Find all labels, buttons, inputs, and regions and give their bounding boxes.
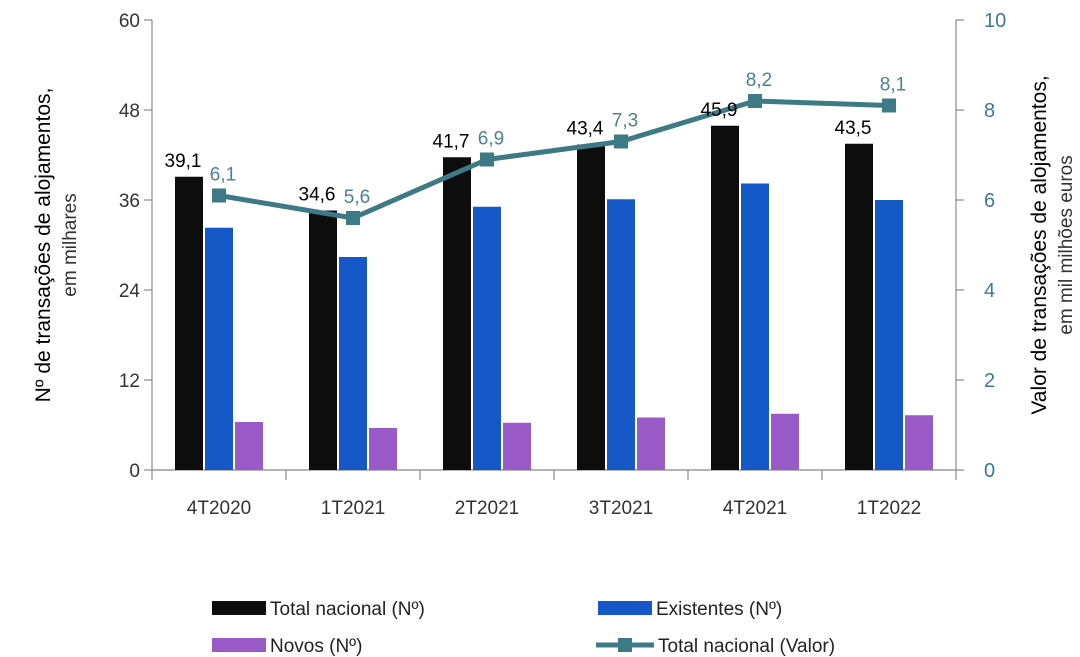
legend-swatch-valor-marker [618,638,632,652]
legend: Total nacional (Nº) Existentes (Nº) Novo… [212,599,835,657]
data-label-total: 43,5 [835,118,872,139]
legend-swatch-novos [212,638,266,652]
bar-existentes [741,183,769,470]
bar-novos [503,422,531,470]
data-label-valor: 8,2 [746,70,772,91]
y-right-tick-label: 0 [984,460,995,482]
data-labels: 39,1 34,6 41,7 43,4 45,9 43,5 6,1 5,6 6,9 7,3 8,2 8… [165,70,907,208]
bar-novos [771,413,799,470]
x-category-label: 1T2022 [857,498,921,519]
bars [175,125,933,470]
y-left-tick-label: 48 [119,101,140,122]
y-right-tick-label: 2 [984,370,995,392]
data-label-valor: 6,9 [478,129,504,150]
legend-label-existentes: Existentes (Nº) [656,599,782,620]
bar-novos [235,422,263,470]
bar-novos [905,415,933,470]
y-left-tick-label: 24 [119,281,141,302]
x-category-label: 3T2021 [589,498,653,519]
value-line-marker [212,188,226,203]
bar-existentes [339,257,367,470]
value-line-marker [614,134,628,149]
bar-total [443,157,471,470]
bar-existentes [875,200,903,470]
y-right-axis-subtitle: em mil milhões euros [1056,155,1077,335]
data-label-total: 41,7 [433,131,470,152]
x-category-label: 4T2020 [187,498,251,519]
x-category-label: 4T2021 [723,498,787,519]
x-category-label: 1T2021 [321,498,385,519]
y-right-tick-label: 10 [984,10,1006,32]
y-left-tick-label: 0 [129,461,140,482]
data-label-total: 39,1 [165,151,202,172]
legend-label-novos: Novos (Nº) [270,636,362,657]
data-label-valor: 8,1 [880,75,906,96]
value-line-marker [346,211,360,225]
data-label-total: 45,9 [701,100,738,121]
data-label-total: 34,6 [299,185,336,206]
legend-label-total-nacional: Total nacional (Nº) [270,599,425,620]
legend-swatch-existentes [598,601,652,615]
bar-total [845,143,873,470]
bar-novos [637,417,665,470]
bar-novos [369,428,397,470]
x-category-label: 2T2021 [455,498,519,519]
y-right-axis-title: Valor de transações de alojamentos, [1028,75,1051,414]
bar-existentes [607,199,635,470]
y-right-tick-label: 8 [984,100,995,122]
bar-total [309,210,337,470]
data-label-valor: 5,6 [344,187,370,208]
value-line-marker [480,152,494,167]
y-right-tick-label: 4 [984,280,995,302]
y-right-tick-label: 6 [984,190,995,212]
legend-swatch-total-nacional [212,601,266,615]
y-left-tick-label: 12 [119,371,140,392]
bar-total [175,176,203,470]
y-left-axis-title: Nº de transações de alojamentos, [32,88,55,403]
value-line-marker [748,94,762,108]
value-line-marker [882,98,896,113]
y-left-axis-subtitle: em milhares [60,193,81,296]
data-label-total: 43,4 [567,119,604,140]
bar-total [577,144,605,470]
value-line [212,94,896,225]
data-label-valor: 7,3 [612,111,638,132]
legend-label-valor: Total nacional (Valor) [658,636,835,657]
y-left-tick-label: 60 [119,11,140,32]
bar-existentes [473,206,501,470]
bar-total [711,125,739,470]
bar-existentes [205,227,233,470]
y-left-tick-label: 36 [119,191,140,212]
value-line-path [218,98,890,221]
data-label-valor: 6,1 [210,165,236,186]
